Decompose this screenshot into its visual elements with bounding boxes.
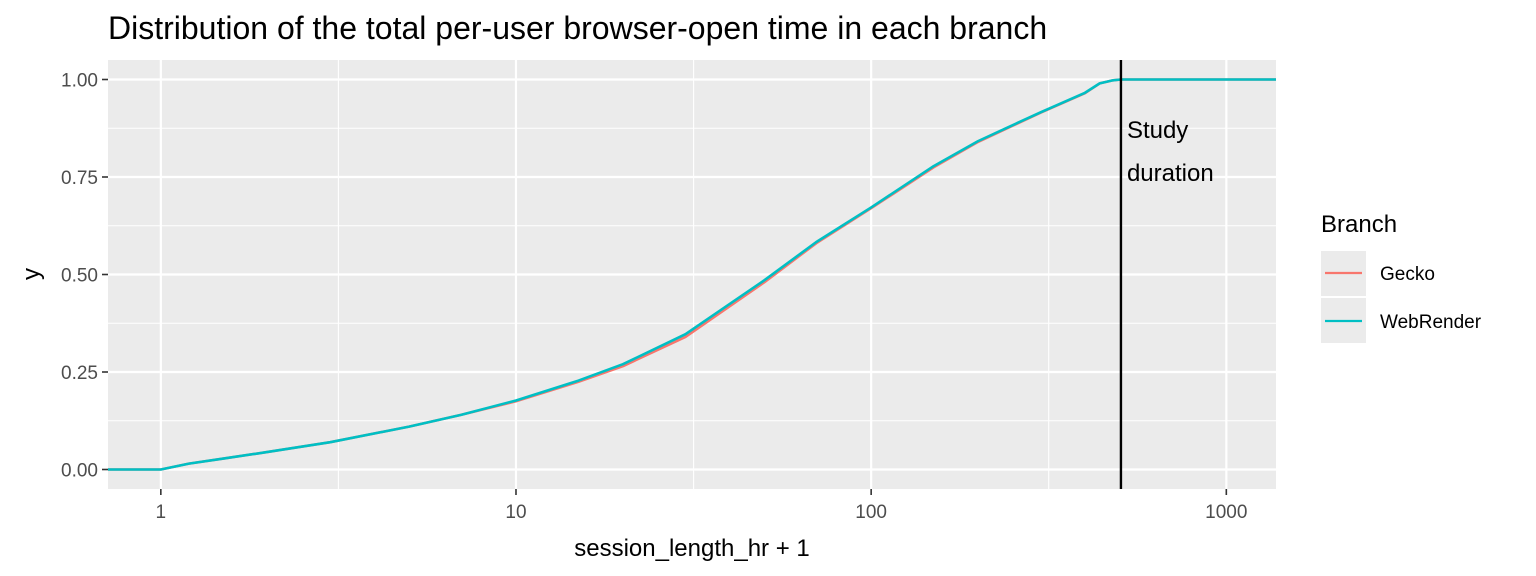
annotation-study: Study bbox=[1127, 117, 1188, 144]
x-axis-title: session_length_hr + 1 bbox=[574, 535, 810, 562]
y-tick-label: 0.50 bbox=[61, 266, 98, 287]
legend-label-gecko: Gecko bbox=[1380, 264, 1435, 285]
x-tick-label: 1 bbox=[156, 502, 167, 523]
annotation-duration: duration bbox=[1127, 160, 1214, 187]
minor-gridlines bbox=[108, 60, 1276, 489]
x-tick-label: 10 bbox=[505, 502, 526, 523]
legend: Branch Gecko WebRender bbox=[1321, 211, 1482, 343]
x-axis: 1 10 100 1000 bbox=[156, 489, 1247, 523]
x-tick-label: 100 bbox=[855, 502, 887, 523]
major-gridlines bbox=[108, 60, 1276, 489]
legend-label-webrender: WebRender bbox=[1380, 312, 1482, 333]
y-tick-label: 1.00 bbox=[61, 71, 98, 92]
x-tick-label: 1000 bbox=[1205, 502, 1247, 523]
legend-title: Branch bbox=[1321, 211, 1397, 238]
y-tick-label: 0.75 bbox=[61, 168, 98, 189]
y-tick-label: 0.00 bbox=[61, 461, 98, 482]
chart-title: Distribution of the total per-user brows… bbox=[108, 10, 1047, 46]
y-tick-label: 0.25 bbox=[61, 363, 98, 384]
series-line-webrender bbox=[108, 78, 1276, 471]
series-lines bbox=[108, 78, 1276, 471]
y-axis: 0.00 0.25 0.50 0.75 1.00 bbox=[61, 71, 108, 482]
y-axis-title: y bbox=[18, 268, 45, 280]
